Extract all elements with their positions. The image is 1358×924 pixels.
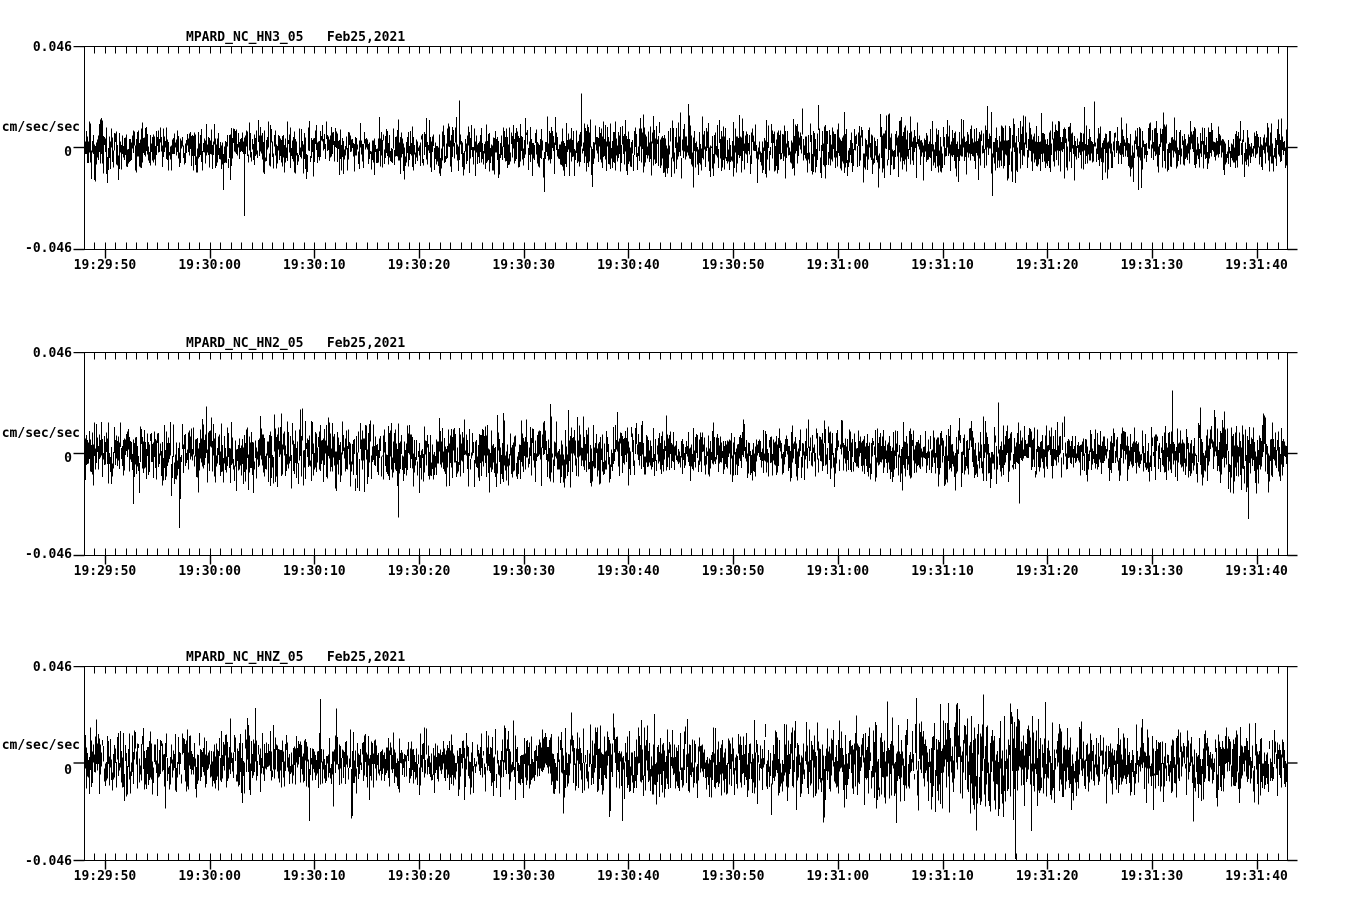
panel-title-hnz: MPARD_NC_HNZ_05 Feb25,2021: [186, 650, 406, 665]
ytick-label-min-hn3: -0.046: [25, 241, 72, 256]
ytick-label-min-hnz: -0.046: [25, 854, 72, 869]
waveform-trace-hn2: [85, 390, 1287, 528]
xtick-label: 19:30:20: [387, 258, 451, 273]
xtick-label: 19:30:20: [387, 869, 451, 884]
xtick-label: 19:30:10: [283, 258, 346, 273]
ytick-label-max-hnz: 0.046: [32, 660, 72, 675]
xtick-label: 19:30:50: [701, 564, 765, 579]
xtick-label: 19:30:10: [283, 564, 346, 579]
xtick-label: 19:31:10: [911, 258, 974, 273]
panel-title-hn2: MPARD_NC_HN2_05 Feb25,2021: [186, 336, 406, 351]
yaxis-unit-label-hn2: cm/sec/sec: [1, 426, 80, 441]
xtick-label: 19:30:50: [701, 258, 765, 273]
xtick-label: 19:31:20: [1015, 258, 1079, 273]
xtick-label: 19:31:20: [1015, 564, 1079, 579]
yaxis-unit-label-hn3: cm/sec/sec: [1, 120, 80, 135]
xtick-label: 19:31:30: [1120, 869, 1184, 884]
xtick-label: 19:30:40: [597, 258, 660, 273]
ytick-label-max-hn2: 0.046: [32, 346, 72, 361]
ytick-label-min-hn2: -0.046: [25, 547, 72, 562]
xtick-label: 19:30:30: [492, 258, 556, 273]
xtick-label: 19:30:00: [178, 869, 241, 884]
xtick-label: 19:30:30: [492, 564, 556, 579]
xtick-label: 19:30:20: [387, 564, 451, 579]
waveform-trace-hn3: [85, 93, 1287, 217]
xtick-label: 19:31:40: [1225, 869, 1288, 884]
xtick-label: 19:30:00: [178, 258, 241, 273]
plot-area-hn2[interactable]: [84, 352, 1288, 556]
xtick-label: 19:31:40: [1225, 564, 1288, 579]
ytick-label-max-hn3: 0.046: [32, 40, 72, 55]
xtick-label: 19:31:10: [911, 869, 974, 884]
xtick-label: 19:29:50: [73, 258, 137, 273]
xtick-label: 19:31:10: [911, 564, 974, 579]
xtick-label: 19:30:00: [178, 564, 241, 579]
yaxis-unit-label-hnz: cm/sec/sec: [1, 738, 80, 753]
xtick-label: 19:31:40: [1225, 258, 1288, 273]
ytick-label-zero-hn3: 0: [64, 145, 72, 160]
panel-title-hn3: MPARD_NC_HN3_05 Feb25,2021: [186, 30, 406, 45]
xtick-label: 19:30:50: [701, 869, 765, 884]
xtick-label: 19:31:00: [806, 564, 870, 579]
xtick-label: 19:31:00: [806, 869, 870, 884]
ytick-label-zero-hnz: 0: [64, 763, 72, 778]
xtick-label: 19:31:20: [1015, 869, 1079, 884]
ytick-label-zero-hn2: 0: [64, 451, 72, 466]
xtick-label: 19:31:00: [806, 258, 870, 273]
xtick-label: 19:31:30: [1120, 564, 1184, 579]
xtick-label: 19:30:40: [597, 564, 660, 579]
plot-area-hnz[interactable]: [84, 666, 1288, 861]
xtick-label: 19:31:30: [1120, 258, 1184, 273]
xtick-label: 19:29:50: [73, 564, 137, 579]
plot-area-hn3[interactable]: [84, 46, 1288, 250]
xtick-label: 19:29:50: [73, 869, 137, 884]
xtick-label: 19:30:40: [597, 869, 660, 884]
xtick-label: 19:30:10: [283, 869, 346, 884]
xtick-label: 19:30:30: [492, 869, 556, 884]
waveform-trace-hnz: [85, 694, 1287, 859]
